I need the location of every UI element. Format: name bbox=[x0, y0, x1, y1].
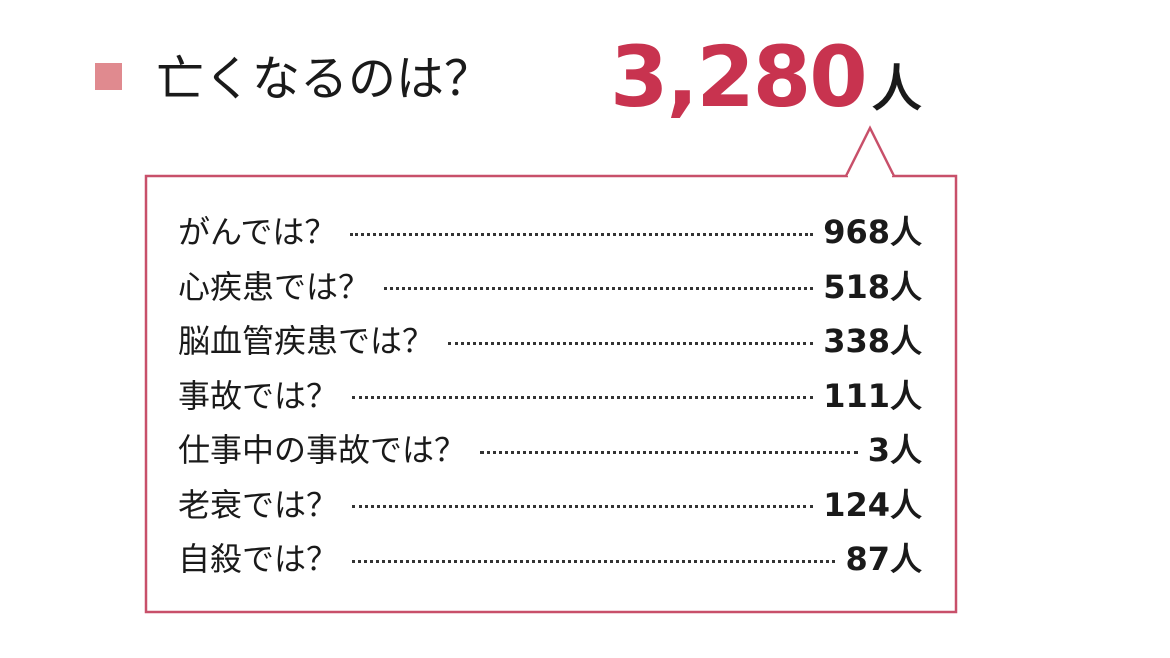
dot-leader bbox=[352, 396, 814, 400]
dot-leader bbox=[448, 341, 814, 345]
list-row: がんでは？ 968人 bbox=[178, 203, 922, 258]
value-number: 87 bbox=[845, 540, 890, 579]
list-row: 老衰では？ 124人 bbox=[178, 476, 922, 531]
value-number: 124 bbox=[823, 485, 890, 524]
row-label: がんでは？ bbox=[178, 213, 337, 252]
row-value: 968人 bbox=[823, 207, 922, 253]
value-unit: 人 bbox=[889, 213, 922, 252]
value-number: 518 bbox=[823, 267, 890, 306]
list-row: 自殺では？ 87人 bbox=[178, 530, 922, 585]
value-number: 3 bbox=[867, 431, 890, 470]
value-number: 338 bbox=[823, 322, 890, 361]
dot-leader bbox=[352, 505, 814, 509]
row-value: 3人 bbox=[868, 425, 922, 471]
value-unit: 人 bbox=[889, 540, 922, 579]
row-value: 518人 bbox=[823, 262, 922, 308]
dot-leader bbox=[352, 559, 836, 563]
row-label: 心疾患では？ bbox=[178, 267, 371, 306]
row-value: 111人 bbox=[823, 371, 922, 417]
row-value: 124人 bbox=[823, 480, 922, 526]
value-unit: 人 bbox=[889, 485, 922, 524]
value-number: 111 bbox=[823, 376, 890, 415]
value-unit: 人 bbox=[889, 431, 922, 470]
list-row: 事故では？ 111人 bbox=[178, 367, 922, 422]
value-number: 968 bbox=[823, 213, 890, 252]
value-unit: 人 bbox=[889, 267, 922, 306]
box-pointer bbox=[844, 125, 896, 177]
list-row: 心疾患では？ 518人 bbox=[178, 258, 922, 313]
list: がんでは？ 968人 心疾患では？ 518人 脳血管疾患では？ 338人 事故では？ 111人… bbox=[178, 203, 922, 585]
total-unit: 人 bbox=[871, 60, 922, 118]
dot-leader bbox=[350, 232, 814, 236]
list-row: 脳血管疾患では？ 338人 bbox=[178, 312, 922, 367]
row-label: 自殺では？ bbox=[178, 540, 339, 579]
row-label: 脳血管疾患では？ bbox=[178, 322, 435, 361]
value-unit: 人 bbox=[889, 322, 922, 361]
title: 亡くなるのは？ bbox=[156, 51, 493, 107]
row-label: 仕事中の事故では？ bbox=[178, 431, 467, 470]
dot-leader bbox=[480, 450, 858, 454]
list-row: 仕事中の事故では？ 3人 bbox=[178, 421, 922, 476]
total-number: 3,280 bbox=[610, 28, 868, 126]
box-border bbox=[144, 174, 958, 614]
row-value: 338人 bbox=[823, 316, 922, 362]
row-value: 87人 bbox=[845, 534, 922, 580]
value-unit: 人 bbox=[889, 376, 922, 415]
dot-leader bbox=[384, 287, 814, 291]
row-label: 事故では？ bbox=[178, 376, 339, 415]
row-label: 老衰では？ bbox=[178, 485, 339, 524]
total: 3,280 人 bbox=[610, 22, 922, 156]
title-marker bbox=[95, 63, 122, 90]
